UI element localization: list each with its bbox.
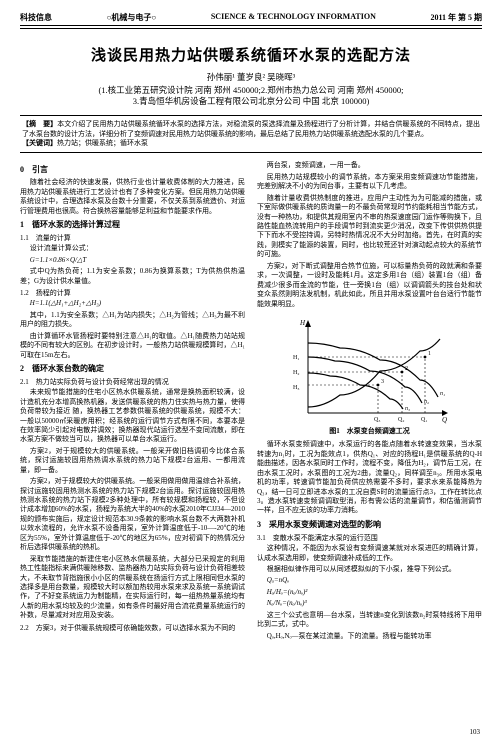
paper-title: 浅谈民用热力站供暖系统循环水泵的选配方法 — [20, 44, 482, 65]
svg-text:Q: Q — [442, 416, 447, 424]
header-rule — [20, 28, 482, 30]
affil-line-1: (1.核工业第五研究设计院 河南 郑州 450000;2.郑州市热力总公司 河南… — [20, 85, 482, 96]
svg-text:n₂: n₂ — [424, 399, 429, 405]
figure-1-caption: 图1 水泵变台频调速工况 — [257, 427, 482, 436]
sec-31-head: 3.1 变散水泵不能满定水泵的运行范围 — [257, 534, 482, 543]
svg-text:3: 3 — [381, 379, 384, 385]
affil-line-2: 3.青岛恒华机房设备工程有限公司北京分公司 中国 北京 100000) — [20, 96, 482, 107]
page-number: 103 — [470, 728, 481, 736]
sec-11-p1: 设计流量计算公式： — [20, 244, 245, 253]
svg-text:Q₃: Q₃ — [374, 417, 380, 423]
r-p5: 循环水泵变频调速中，水泵运行的各能点随着水转速变效果，当水泵转速为n₁时，工况为… — [257, 440, 482, 516]
left-column: 0 引言 随着社会经济的快速发展，供热行业也计量收费体制的大力推进，民用热力站供… — [20, 161, 245, 643]
abstract-text: 本文介绍了民用热力站供暖系统循环水泵的选择方法，对稳流泵的泵选择流量及扬程进行了… — [22, 120, 480, 137]
svg-text:H₃: H₃ — [293, 385, 299, 391]
sec-12-p2: 由计算循环水管扬程时要特别注意△H₁的取值。△H₁随费热力站站规模的不同有较大的… — [20, 332, 245, 360]
svg-text:Q₂: Q₂ — [398, 417, 404, 423]
sec-21-p3: 方案2，对于规模较大的供暖系统。一般采用做用做用温综合补系统，探讨运施较固用热测… — [20, 477, 245, 553]
sec-11-f1: G=1.1×0.86×Q/△T — [30, 256, 245, 265]
affiliations: (1.核工业第五研究设计院 河南 郑州 450000;2.郑州市热力总公司 河南… — [20, 85, 482, 107]
abstract-box: 【摘 要】本文介绍了民用热力站供暖系统循环水泵的选择方法，对稳流泵的泵选择流量及… — [20, 115, 482, 153]
sec-0-p1: 随着社会经济的快速发展，供热行业也计量收费体制的大力推进，民用热力站供暖系统进行… — [20, 178, 245, 216]
sec-11-head: 1.1 流量的计算 — [20, 234, 245, 243]
sec-31-p4: Qₒ,Hₒ,Nₒ—泵在某过流量。下的流量。扬程与能转功率 — [257, 632, 482, 641]
sec-3-head: 3 采用水泵变频调速对选型的影响 — [257, 520, 482, 531]
sec-21-p4: 采取节能措施的新建住宅小区热水供暖系统，大部分已采规定的利用热工性能指标来满供暖… — [20, 555, 245, 621]
sec-0-head: 0 引言 — [20, 165, 245, 176]
svg-text:n₁: n₁ — [440, 391, 445, 397]
figure-1: H Q 1 2 3 H₁ H₂ H₃ Q₃ Q₂ Q₁ n₁ n₂ n₃ 图1 水泵变台频调速工况 — [257, 315, 482, 436]
abstract: 【摘 要】本文介绍了民用热力站供暖系统循环水泵的选择方法，对稳流泵的泵选择流量及… — [22, 120, 480, 139]
header-center-left: ○机械与电子○ — [107, 12, 157, 23]
pump-curve-chart: H Q 1 2 3 H₁ H₂ H₃ Q₃ Q₂ Q₁ n₁ n₂ n₃ — [290, 315, 450, 425]
body-columns: 0 引言 随着社会经济的快速发展，供热行业也计量收费体制的大力推进，民用热力站供… — [20, 161, 482, 643]
sec-22-head: 2.2 方案3，对于供暖系统规模可依确能效数，可以选择水泵为不同的 — [20, 624, 245, 633]
authors: 孙伟丽¹ 董岁良² 吴晓晖³ — [20, 71, 482, 83]
sec-1-head: 1 循环水泵的选择计算过程 — [20, 220, 245, 231]
sec-31-p1: 这种情况，不能因为水泵设有变频调速某就对水泵进匹的精确计算，认成水泵选用即，使变… — [257, 544, 482, 563]
sec-21-head: 2.1 热力站实际负荷与设计负荷经常出现的情况 — [20, 378, 245, 387]
r-p2: 民用热力站规模较小的调节系统，本方案采用变频调速功节能措施，完差别解决不小的为同… — [257, 173, 482, 192]
keywords-label: 【关键词】 — [22, 139, 57, 147]
svg-text:2: 2 — [405, 366, 408, 372]
keywords-text: 热力站；供暖系统；循环水泵 — [57, 139, 148, 147]
svg-text:Q₁: Q₁ — [421, 417, 427, 423]
abstract-label: 【摘 要】 — [22, 120, 57, 128]
sec-31-p2: 根据相似律作用可以从同述模拟似的下小泵，推导下列公式。 — [257, 565, 482, 574]
header-center: SCIENCE & TECHNOLOGY INFORMATION — [211, 12, 376, 23]
sec-12-p1: 其中，1.1为安全系数；△H₁为站内损失；△H₂为管线；△H₃为最不利用户的阻力… — [20, 311, 245, 330]
svg-text:H₁: H₁ — [293, 355, 299, 361]
sec-31-f3: Nₐ/Nₒ=(nₐ/nₒ)³ — [267, 599, 482, 608]
r-p3: 随着计量收费供热制度的推进，应用户主动性为为可能减的措施，或下室际做供暖系统的质… — [257, 194, 482, 260]
page-header: 科技信息 ○机械与电子○ SCIENCE & TECHNOLOGY INFORM… — [20, 12, 482, 26]
sec-31-f2: Hₐ/Hₒ=(nₐ/nₒ)² — [267, 588, 482, 597]
right-column: 两台泵，变频调速，一用一备。 民用热力站规模较小的调节系统，本方案采用变频调速功… — [257, 161, 482, 643]
sec-31-f1: Qₐ=nQₒ — [267, 576, 482, 585]
sec-12-head: 1.2 扬程的计算 — [20, 289, 245, 298]
svg-text:H: H — [299, 319, 306, 327]
r-p4: 方案2，对下断式调整用合热节位施，可以标量热负荷的政就满和条要求，一次调整，一设… — [257, 262, 482, 309]
keywords: 【关键词】热力站；供暖系统；循环水泵 — [22, 139, 480, 148]
sec-31-p3: 这三个公式也意明—台水泵，当转速n变化到该数n₂时泵特线将下用甲比到二式，式中。 — [257, 611, 482, 630]
svg-text:n₃: n₃ — [405, 406, 410, 412]
sec-11-p2: 式中Q为热负荷；1.1为安全系数；0.86为换算系数；T为供热供热温差；G为设计… — [20, 267, 245, 286]
r-p1: 两台泵，变频调速，一用一备。 — [257, 161, 482, 170]
svg-text:1: 1 — [428, 351, 431, 357]
sec-12-f1: H=1.1(△H₁+△H₂+△H₃) — [30, 299, 245, 308]
sec-2-head: 2 循环水泵台数的确定 — [20, 364, 245, 375]
header-right: 2011 年 第 5 期 — [430, 12, 482, 23]
sec-21-p2: 方案2，对于规模较大的供暖系统。一般采开做旧档调初今比体合系统，探讨运施较固用热… — [20, 447, 245, 475]
svg-text:H₂: H₂ — [293, 370, 299, 376]
sec-21-p1: 未来规节能措施的住宅小区热水供暖系统，通常是换热面积较满，设计造机充分本增高换热… — [20, 388, 245, 445]
header-left: 科技信息 — [20, 12, 52, 23]
